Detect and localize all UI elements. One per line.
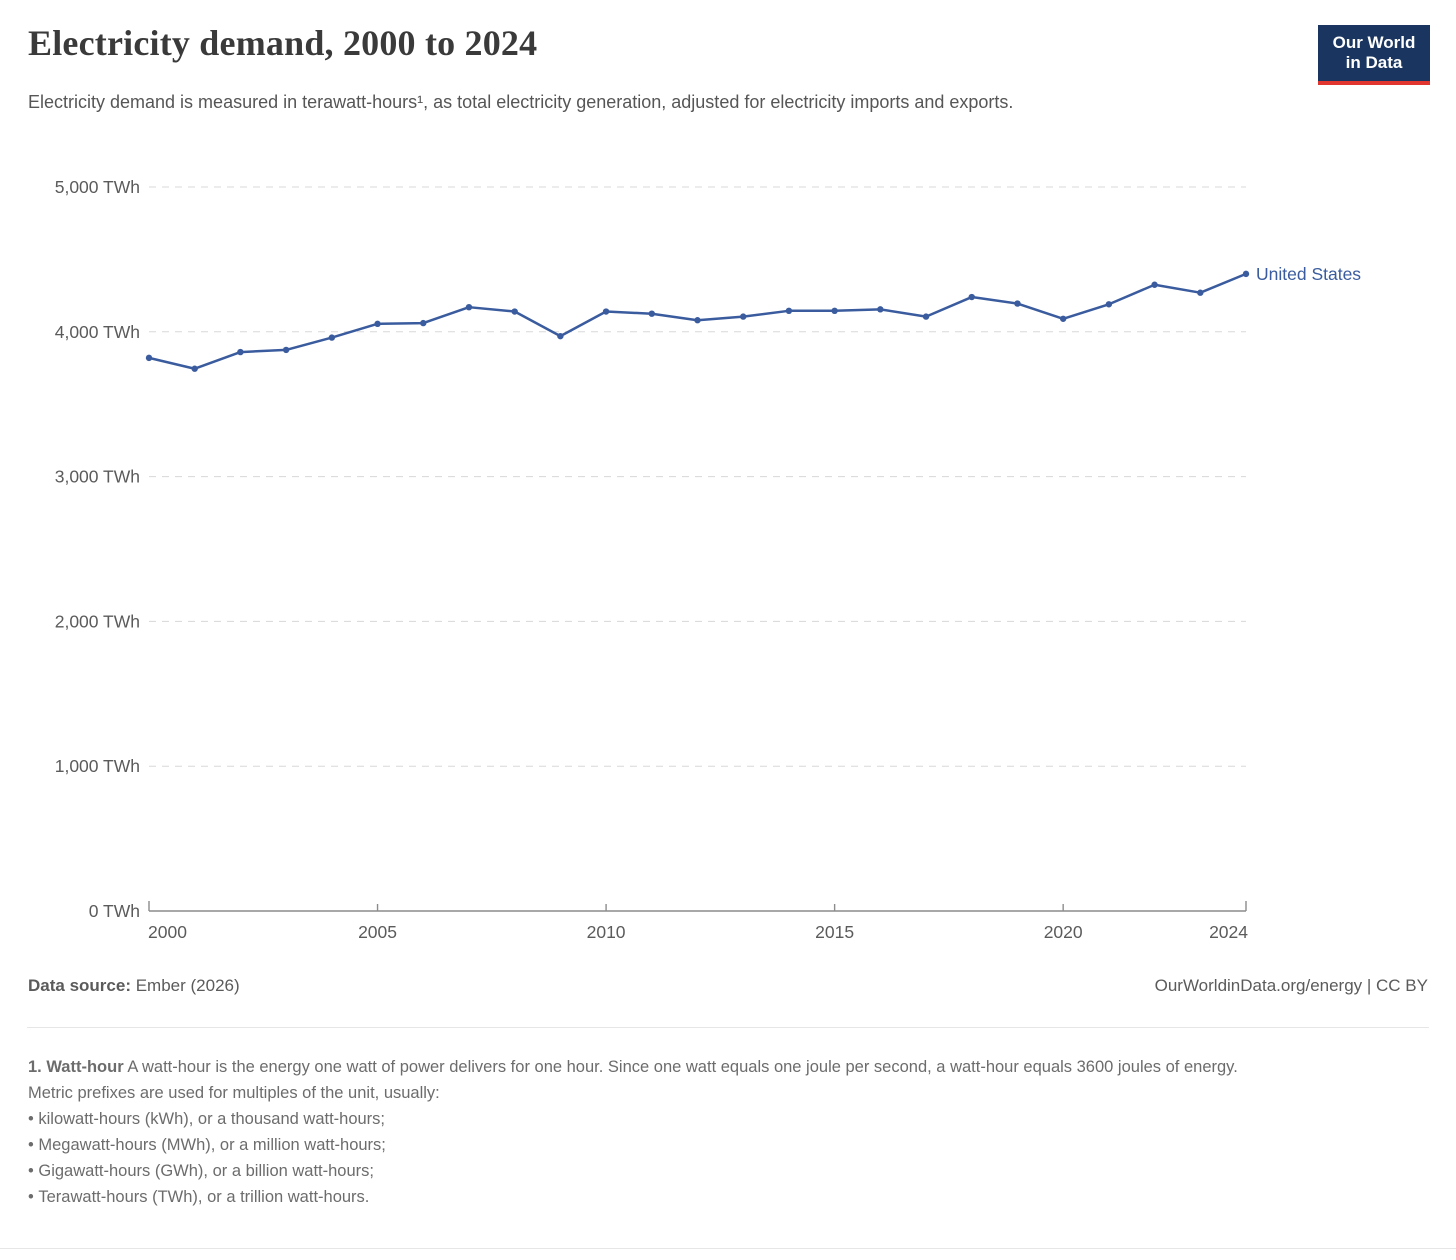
attribution-link[interactable]: OurWorldinData.org/energy | CC BY (1154, 976, 1428, 995)
footnote-bullet: Megawatt-hours (MWh), or a million watt-… (28, 1132, 1384, 1158)
data-point[interactable] (420, 319, 427, 327)
data-point[interactable] (1059, 315, 1067, 322)
data-point[interactable] (785, 307, 793, 315)
data-point[interactable] (602, 308, 610, 315)
data-source-label: Data source: (28, 976, 131, 995)
data-point[interactable] (191, 365, 198, 372)
y-axis-tick-label: 0 TWh (89, 901, 140, 921)
y-axis-tick-label: 5,000 TWh (55, 177, 140, 197)
owid-logo[interactable]: Our World in Data (1318, 25, 1430, 85)
data-point[interactable] (1105, 301, 1113, 308)
data-point[interactable] (465, 303, 473, 311)
data-point[interactable] (237, 348, 244, 356)
data-point[interactable] (1197, 289, 1204, 296)
y-axis-tick-label: 4,000 TWh (55, 322, 140, 342)
footnote-heading: 1. Watt-hour (28, 1058, 124, 1076)
data-point[interactable] (282, 346, 290, 354)
data-point[interactable] (1242, 270, 1250, 278)
x-axis-tick-label: 2024 (1209, 922, 1248, 942)
y-axis-tick-label: 3,000 TWh (55, 467, 140, 487)
data-point[interactable] (648, 310, 655, 317)
data-point[interactable] (1014, 300, 1021, 307)
x-axis-tick-label: 2015 (815, 922, 854, 942)
data-point[interactable] (877, 306, 884, 313)
owid-logo-text-line1: Our World (1332, 33, 1416, 52)
footnote-block: 1. Watt-hour A watt-hour is the energy o… (28, 1054, 1384, 1210)
y-axis-tick-label: 2,000 TWh (55, 611, 140, 631)
footnote-prefixes-intro: Metric prefixes are used for multiples o… (28, 1084, 440, 1102)
data-point[interactable] (831, 307, 838, 315)
x-axis-tick-label: 2010 (587, 922, 626, 942)
series-label[interactable]: United States (1256, 264, 1361, 284)
data-point[interactable] (511, 308, 518, 315)
footnote-bullet-list: kilowatt-hours (kWh), or a thousand watt… (28, 1106, 1384, 1210)
footnote-bullet: Gigawatt-hours (GWh), or a billion watt-… (28, 1158, 1384, 1184)
data-point[interactable] (968, 293, 975, 301)
y-axis-tick-label: 1,000 TWh (55, 756, 140, 776)
footnote-definition-text: A watt-hour is the energy one watt of po… (127, 1058, 1238, 1076)
data-point[interactable] (694, 317, 701, 324)
chart-subtitle: Electricity demand is measured in terawa… (28, 92, 1014, 112)
footnote-bullet: Terawatt-hours (TWh), or a trillion watt… (28, 1184, 1384, 1210)
data-source-value: Ember (2026) (135, 976, 240, 995)
footer-divider (27, 1027, 1429, 1028)
data-point[interactable] (557, 332, 564, 340)
footnote-bullet-text: kilowatt-hours (kWh), or a thousand watt… (38, 1110, 386, 1128)
footnote-bullet: kilowatt-hours (kWh), or a thousand watt… (28, 1106, 1384, 1132)
x-axis-tick-label: 2000 (148, 922, 187, 942)
x-axis-tick-label: 2005 (358, 922, 397, 942)
data-point[interactable] (922, 313, 930, 320)
data-point[interactable] (374, 320, 381, 328)
data-point[interactable] (145, 354, 153, 362)
footnote-bullet-text: Gigawatt-hours (GWh), or a billion watt-… (38, 1162, 374, 1180)
chart-footer: Data source: Ember (2026) OurWorldinData… (28, 976, 1428, 996)
owid-logo-text-line2: in Data (1345, 53, 1403, 72)
footnote-definition: 1. Watt-hour A watt-hour is the energy o… (28, 1054, 1384, 1080)
x-axis-tick-label: 2020 (1044, 922, 1083, 942)
page-title: Electricity demand, 2000 to 2024 (28, 23, 538, 63)
data-source: Data source: Ember (2026) (28, 976, 240, 996)
data-point[interactable] (328, 334, 336, 341)
footnote-bullet-text: Terawatt-hours (TWh), or a trillion watt… (38, 1188, 370, 1206)
data-point[interactable] (740, 313, 747, 320)
footnote-bullet-text: Megawatt-hours (MWh), or a million watt-… (38, 1136, 386, 1154)
page-bottom-divider (0, 1248, 1456, 1249)
data-point[interactable] (1151, 281, 1158, 288)
